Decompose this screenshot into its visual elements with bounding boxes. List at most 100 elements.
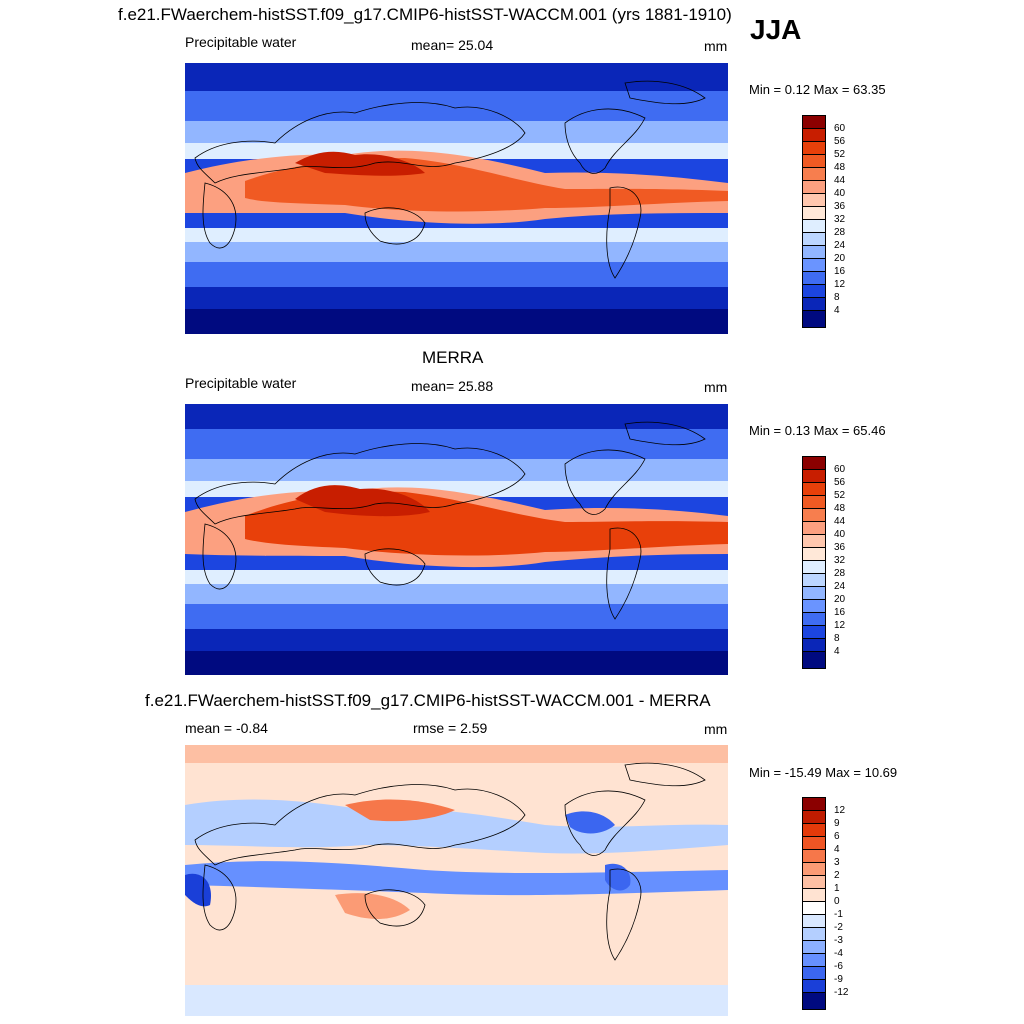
colorbar-tick: 40 — [834, 529, 846, 540]
colorbar-tick: 2 — [834, 870, 840, 881]
colorbar-tick: 60 — [834, 464, 846, 475]
colorbar-tick: -3 — [834, 935, 843, 946]
colorbar-swatch — [802, 953, 826, 967]
panel1-title: f.e21.FWaerchem-histSST.f09_g17.CMIP6-hi… — [118, 5, 732, 24]
colorbar-swatch — [802, 836, 826, 850]
colorbar-tick: 36 — [834, 542, 846, 553]
colorbar-swatch — [802, 115, 826, 129]
colorbar-swatch — [802, 534, 826, 548]
panel1-map — [185, 63, 728, 334]
colorbar-tick: -12 — [834, 987, 849, 998]
panel2-map — [185, 404, 728, 675]
colorbar-tick: 28 — [834, 568, 846, 579]
colorbar-tick: 36 — [834, 201, 846, 212]
colorbar-swatch — [802, 547, 826, 561]
colorbar-swatch — [802, 979, 826, 993]
colorbar-tick: 40 — [834, 188, 846, 199]
colorbar-swatch — [802, 940, 826, 954]
colorbar-swatch — [802, 992, 826, 1010]
colorbar-swatch — [802, 914, 826, 928]
panel1-variable-label: Precipitable water — [185, 34, 297, 50]
colorbar-swatch — [802, 245, 826, 259]
panel1-units-label: mm — [704, 38, 728, 54]
panel2-colorbar: 60 56 52 48 44 40 36 32 28 24 20 16 12 8… — [802, 456, 845, 669]
panel3-colorbar: 12 9 6 4 3 2 1 0 -1 -2 -3 -4 -6 -9 -12 — [802, 797, 848, 1010]
colorbar-tick: 8 — [834, 292, 840, 303]
colorbar-swatch — [802, 482, 826, 496]
colorbar-tick: -6 — [834, 961, 843, 972]
colorbar-swatch — [802, 297, 826, 311]
colorbar-swatch — [802, 469, 826, 483]
colorbar-swatch — [802, 797, 826, 811]
panel2-minmax-label: Min = 0.13 Max = 65.46 — [749, 423, 886, 438]
colorbar-tick: 52 — [834, 149, 846, 160]
colorbar-tick: 16 — [834, 607, 846, 618]
colorbar-tick: 32 — [834, 214, 846, 225]
colorbar-swatch — [802, 888, 826, 902]
colorbar-tick: -4 — [834, 948, 843, 959]
colorbar-swatch — [802, 456, 826, 470]
colorbar-tick: 12 — [834, 279, 846, 290]
colorbar-swatch — [802, 219, 826, 233]
colorbar-swatch — [802, 586, 826, 600]
colorbar-tick: 44 — [834, 175, 846, 186]
colorbar-swatch — [802, 521, 826, 535]
colorbar-tick: -2 — [834, 922, 843, 933]
colorbar-tick: 0 — [834, 896, 840, 907]
colorbar-tick: 56 — [834, 477, 846, 488]
panel1-minmax-label: Min = 0.12 Max = 63.35 — [749, 82, 886, 97]
panel3-title: f.e21.FWaerchem-histSST.f09_g17.CMIP6-hi… — [145, 691, 711, 710]
panel3-minmax-label: Min = -15.49 Max = 10.69 — [749, 765, 898, 780]
colorbar-swatch — [802, 167, 826, 181]
panel3-mean-label: mean = -0.84 — [185, 720, 268, 736]
colorbar-swatch — [802, 560, 826, 574]
colorbar-swatch — [802, 966, 826, 980]
colorbar-tick: 28 — [834, 227, 846, 238]
colorbar-swatch — [802, 901, 826, 915]
colorbar-swatch — [802, 638, 826, 652]
colorbar-tick: 20 — [834, 253, 846, 264]
colorbar-swatch — [802, 599, 826, 613]
colorbar-tick: 32 — [834, 555, 846, 566]
panel3-map — [185, 745, 728, 1016]
panel1-mean-label: mean= 25.04 — [411, 37, 494, 53]
colorbar-tick: -1 — [834, 909, 843, 920]
colorbar-tick: 4 — [834, 305, 840, 316]
colorbar-swatch — [802, 206, 826, 220]
colorbar-swatch — [802, 271, 826, 285]
colorbar-tick: 24 — [834, 240, 846, 251]
colorbar-tick: 1 — [834, 883, 840, 894]
colorbar-swatch — [802, 927, 826, 941]
colorbar-swatch — [802, 154, 826, 168]
panel3-rmse-label: rmse = 2.59 — [413, 720, 488, 736]
colorbar-tick: 52 — [834, 490, 846, 501]
colorbar-tick: 8 — [834, 633, 840, 644]
colorbar-swatch — [802, 193, 826, 207]
colorbar-tick: 12 — [834, 805, 846, 816]
colorbar-tick: 20 — [834, 594, 846, 605]
colorbar-tick: 56 — [834, 136, 846, 147]
panel3-units-label: mm — [704, 721, 728, 737]
colorbar-tick: 9 — [834, 818, 840, 829]
colorbar-tick: 24 — [834, 581, 846, 592]
colorbar-swatch — [802, 141, 826, 155]
colorbar-tick: 44 — [834, 516, 846, 527]
colorbar-tick: -9 — [834, 974, 843, 985]
colorbar-swatch — [802, 232, 826, 246]
panel2-mean-label: mean= 25.88 — [411, 378, 494, 394]
colorbar-tick: 4 — [834, 844, 840, 855]
colorbar-swatch — [802, 508, 826, 522]
season-label: JJA — [750, 14, 802, 45]
panel2-units-label: mm — [704, 379, 728, 395]
colorbar-tick: 60 — [834, 123, 846, 134]
colorbar-tick: 48 — [834, 503, 846, 514]
colorbar-swatch — [802, 849, 826, 863]
colorbar-swatch — [802, 310, 826, 328]
colorbar-swatch — [802, 862, 826, 876]
colorbar-swatch — [802, 495, 826, 509]
colorbar-tick: 6 — [834, 831, 840, 842]
colorbar-swatch — [802, 128, 826, 142]
colorbar-tick: 12 — [834, 620, 846, 631]
colorbar-swatch — [802, 625, 826, 639]
colorbar-swatch — [802, 651, 826, 669]
